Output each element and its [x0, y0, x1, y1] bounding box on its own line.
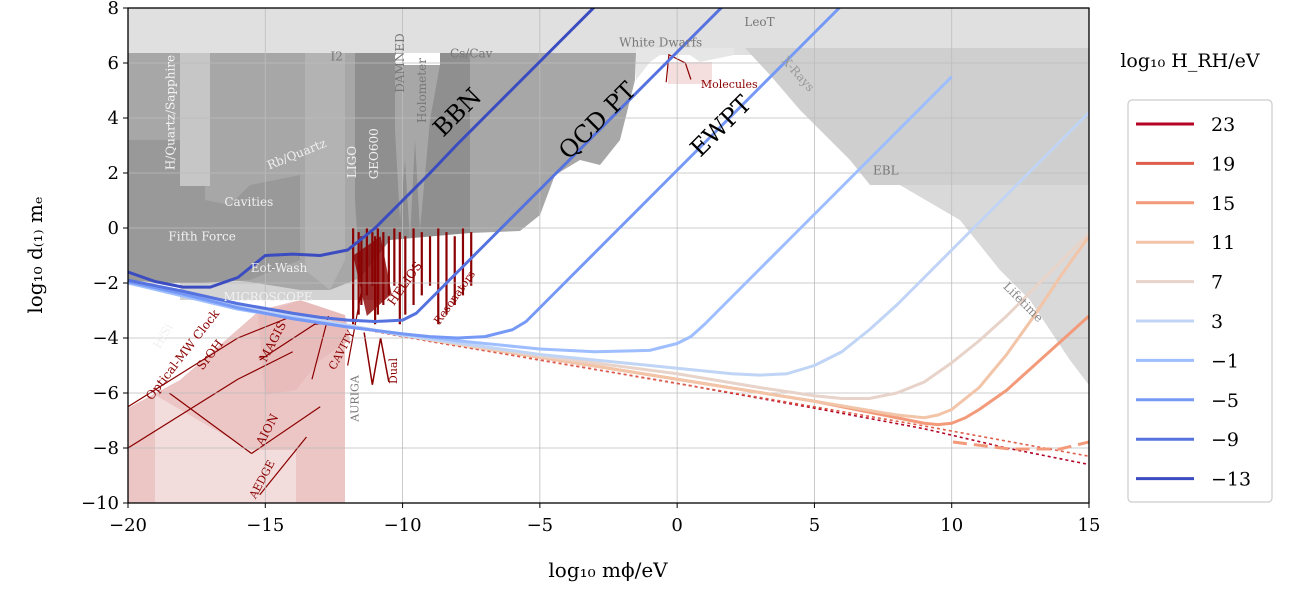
region-label-9: GEO600: [367, 128, 381, 179]
y-tick-label-5: 0: [108, 218, 119, 239]
legend-label-1: 19: [1211, 153, 1235, 175]
legend-label-0: 23: [1211, 114, 1235, 136]
clock-constraint-line-2: [168, 392, 252, 454]
grid: [128, 8, 1089, 503]
x-tick-label-0: −20: [109, 515, 147, 536]
region-label-23: White Dwarfs: [619, 36, 702, 50]
y-axis-label: log₁₀ d₍₁₎ mₑ: [23, 196, 47, 313]
region-label-25: LeoT: [744, 15, 774, 29]
region-top-band: [128, 8, 1089, 55]
x-tick-label-3: −5: [527, 515, 554, 536]
region-label-10: Eot-Wash: [251, 261, 308, 275]
x-ticks: −20 −15 −10 −5 0 5 10 15: [109, 503, 1100, 536]
series-15-dashed: [952, 440, 1089, 451]
y-tick-label-7: 4: [108, 108, 119, 129]
legend-box: [1127, 99, 1273, 503]
y-ticks: −10 −8 −6 −4 −2 0 2 4 6 8: [81, 0, 128, 514]
x-tick-label-4: 0: [671, 515, 682, 536]
y-tick-label-0: −10: [81, 493, 119, 514]
region-ligo: [305, 53, 345, 290]
x-tick-label-7: 15: [1078, 515, 1101, 536]
series-line-−13: [128, 8, 596, 289]
legend-label-3: 11: [1211, 232, 1235, 254]
legend-title: log₁₀ H_RH/eV: [1120, 50, 1260, 72]
region-label-8: LIGO: [345, 146, 359, 178]
legend-label-8: −9: [1211, 429, 1239, 451]
region-label-0: Fifth Force: [168, 229, 235, 243]
legend-label-6: −1: [1211, 350, 1239, 372]
region-label-19: AURIGA: [349, 374, 362, 423]
y-tick-label-6: 2: [108, 163, 119, 184]
region-label-7: Cs/Cav: [450, 47, 493, 61]
region-label-27: EBL: [873, 163, 899, 177]
region-label-6: Holometer: [415, 58, 429, 123]
x-tick-label-1: −15: [246, 515, 284, 536]
y-tick-label-2: −6: [92, 383, 119, 404]
series-line-−1: [128, 75, 953, 354]
region-aion: [155, 395, 296, 503]
legend-label-5: 3: [1211, 311, 1223, 333]
region-white-dwarfs: [636, 48, 734, 80]
region-label-1: Cavities: [224, 195, 273, 209]
dual-curve: [363, 332, 390, 385]
clock-constraint-line-1: [128, 351, 294, 449]
axes-frame: [127, 7, 1090, 504]
clock-constraint-line-6: [311, 315, 330, 380]
region-label-24: Molecules: [701, 78, 758, 91]
series-line-−9: [128, 8, 724, 323]
y-tick-label-1: −8: [92, 438, 119, 459]
region-label-4: I2: [330, 49, 342, 63]
legend-label-4: 7: [1211, 272, 1223, 294]
region-h-quartz: [180, 53, 210, 186]
x-tick-label-6: 10: [940, 515, 963, 536]
y-tick-label-4: −2: [92, 273, 119, 294]
x-tick-label-2: −10: [384, 515, 422, 536]
series-line-3: [128, 111, 1089, 377]
region-cavities: [128, 140, 300, 283]
series-line-−5: [128, 8, 842, 340]
x-axis-label: log₁₀ mϕ/eV: [548, 558, 668, 582]
resonator-spikes: [128, 53, 692, 496]
y-tick-label-3: −4: [92, 328, 119, 349]
region-xrays: [745, 48, 1089, 385]
region-label-20: Dual: [387, 358, 400, 384]
y-tick-label-9: 8: [108, 0, 119, 19]
region-label-5: DAMNED: [393, 33, 407, 92]
legend: 23 19 15 11 7 3 −1 −5 −9 −13: [1136, 114, 1251, 491]
region-damned: [355, 53, 470, 278]
legend-label-7: −5: [1211, 390, 1239, 412]
region-label-3: H/Quartz/Sapphire: [164, 55, 178, 170]
x-tick-label-5: 5: [809, 515, 820, 536]
legend-label-9: −13: [1211, 469, 1251, 491]
series-layer: [128, 8, 1089, 466]
clock-constraint-line-3: [251, 406, 321, 454]
clock-constraint-line-4: [259, 436, 307, 496]
legend-label-2: 15: [1211, 193, 1235, 215]
y-tick-label-8: 6: [108, 53, 119, 74]
region-label-11: MICROSCOPE: [223, 290, 312, 304]
helios-block: [353, 236, 392, 316]
region-lifetime: [900, 185, 1089, 385]
region-molecules: [668, 62, 712, 84]
